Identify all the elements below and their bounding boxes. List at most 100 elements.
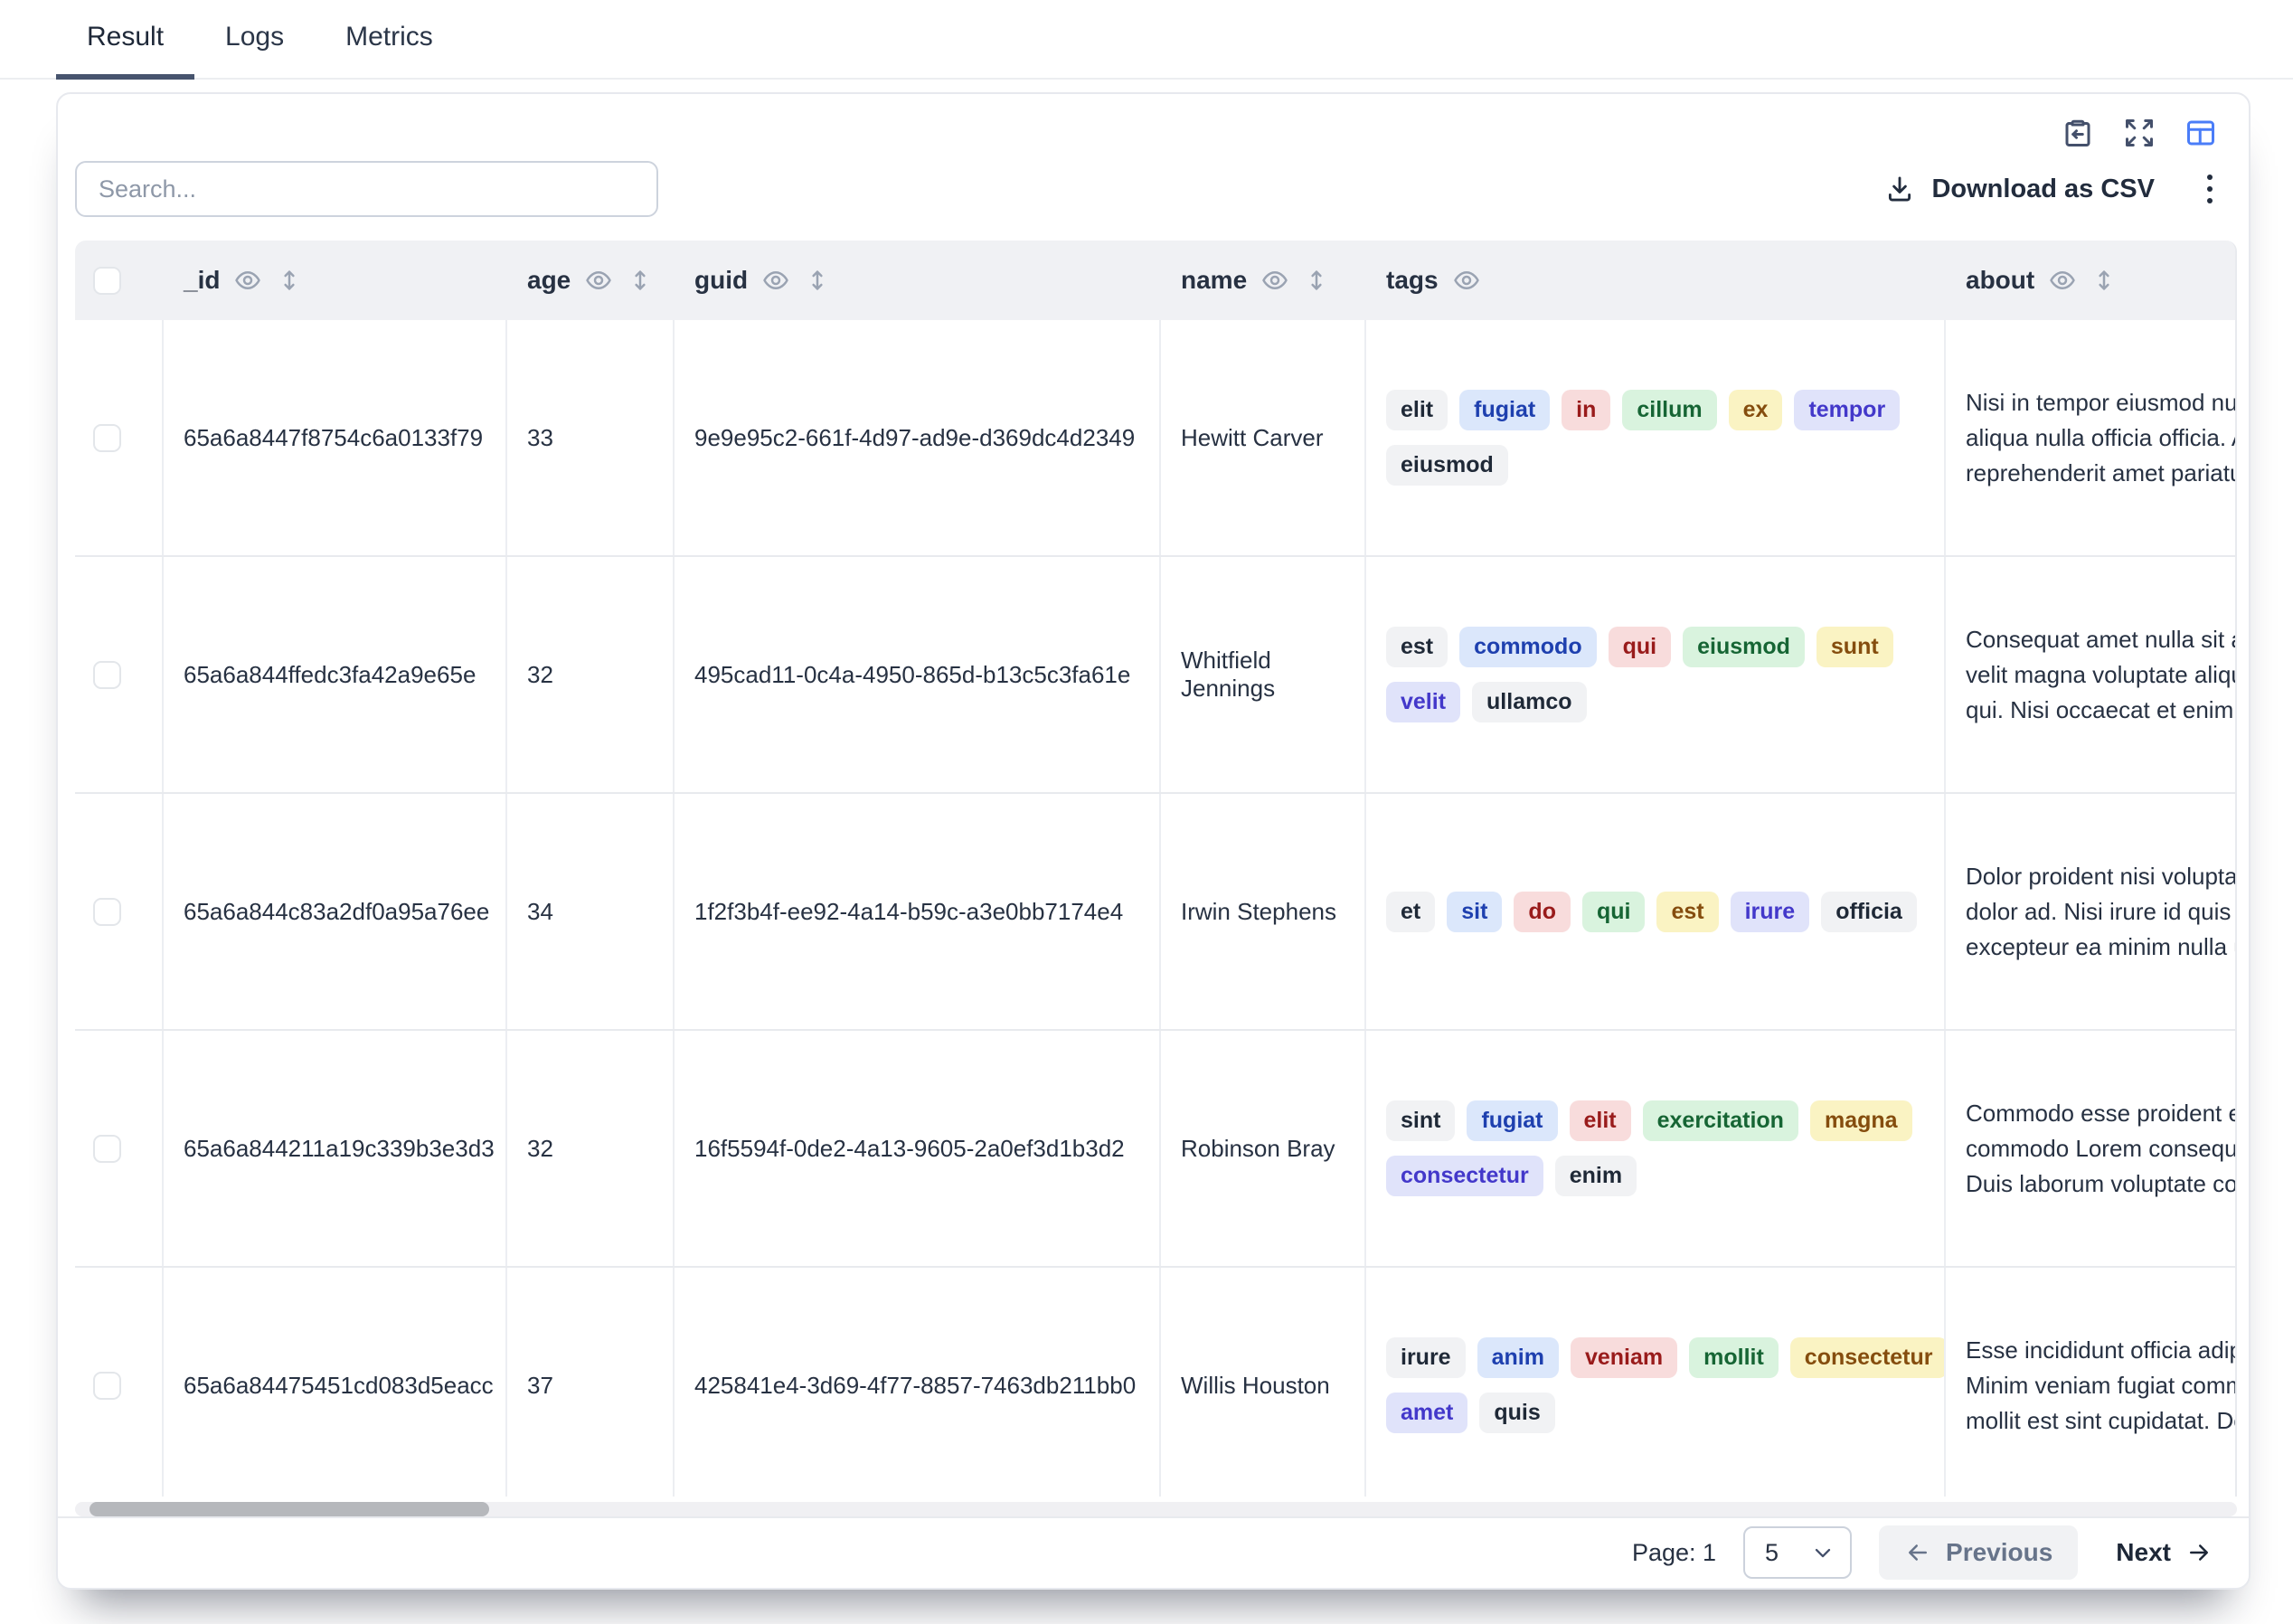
eye-icon[interactable] <box>234 267 261 294</box>
column-label: about <box>1966 266 2035 294</box>
row-select-cell <box>75 1268 164 1497</box>
tag-line: est commodo qui eiusmod sunt <box>1386 627 1893 667</box>
search-input[interactable] <box>75 161 658 217</box>
vertical-dots-icon <box>2207 175 2213 180</box>
cell-about: Consequat amet nulla sit aute velit magna… <box>1946 557 2235 792</box>
table-toolbar: Download as CSV <box>58 150 2249 217</box>
about-text-line: Consequat amet nulla sit aute <box>1966 626 2235 653</box>
eye-icon[interactable] <box>2049 267 2076 294</box>
eye-icon[interactable] <box>1261 267 1288 294</box>
cell-name: Willis Houston <box>1161 1268 1366 1497</box>
table-header-row: _id age guid name tags <box>75 241 2235 320</box>
more-options-button[interactable] <box>2202 169 2218 209</box>
tab-result[interactable]: Result <box>56 0 195 80</box>
tag-pill: fugiat <box>1467 1100 1558 1141</box>
table-row: 65a6a844ffedc3fa42a9e65e 32 495cad11-0c4… <box>75 557 2235 794</box>
eye-icon[interactable] <box>1453 267 1480 294</box>
sort-icon[interactable] <box>1303 267 1330 294</box>
page-size-value: 5 <box>1765 1538 1779 1566</box>
page-size-select[interactable]: 5 <box>1743 1526 1853 1580</box>
download-csv-label: Download as CSV <box>1931 174 2155 203</box>
tag-pill: do <box>1514 891 1571 932</box>
about-text-line: Esse incididunt officia adipi <box>1966 1336 2235 1364</box>
expand-button[interactable] <box>2122 116 2156 150</box>
tag-pill: magna <box>1809 1100 1912 1141</box>
eye-icon[interactable] <box>762 267 789 294</box>
about-text-line: Dolor proident nisi voluptate <box>1966 863 2235 890</box>
clipboard-paste-button[interactable] <box>2061 116 2095 150</box>
column-label: tags <box>1386 266 1439 294</box>
tag-line: amet quis <box>1386 1393 1555 1433</box>
cell-about: Commodo esse proident ex commodo Lorem co… <box>1946 1031 2235 1266</box>
row-checkbox[interactable] <box>93 897 121 926</box>
cell-tags: elit fugiat in cillum ex tempor eiusmod <box>1366 320 1946 555</box>
about-text-line: Minim veniam fugiat commo <box>1966 1372 2235 1399</box>
arrow-left-icon <box>1909 1544 1928 1561</box>
tag-pill: est <box>1656 891 1719 932</box>
column-header-age: age <box>507 266 675 295</box>
about-text-line: Nisi in tempor eiusmod nulla <box>1966 389 2235 416</box>
tag-line: elit fugiat in cillum ex tempor <box>1386 390 1901 430</box>
previous-page-button[interactable]: Previous <box>1879 1525 2079 1581</box>
sort-icon[interactable] <box>276 267 303 294</box>
eye-icon[interactable] <box>585 267 612 294</box>
row-select-cell <box>75 557 164 792</box>
about-text-line: excepteur ea minim nulla ut <box>1966 933 2235 960</box>
cell-guid: 9e9e95c2-661f-4d97-ad9e-d369dc4d2349 <box>675 320 1161 555</box>
cell-tags: sint fugiat elit exercitation magna consectet… <box>1366 1031 1946 1266</box>
cell-name: Whitfield Jennings <box>1161 557 1366 792</box>
tag-pill: ullamco <box>1472 682 1587 722</box>
row-select-cell <box>75 794 164 1029</box>
table-columns-icon <box>2187 120 2214 146</box>
table-view-button[interactable] <box>2184 116 2218 150</box>
tag-pill: qui <box>1581 891 1646 932</box>
about-text-line: dolor ad. Nisi irure id quis ex <box>1966 898 2235 925</box>
row-checkbox[interactable] <box>93 1134 121 1163</box>
cell-guid: 495cad11-0c4a-4950-865d-b13c5c3fa61e <box>675 557 1161 792</box>
tab-logs[interactable]: Logs <box>225 22 285 52</box>
tag-line: consectetur enim <box>1386 1156 1637 1196</box>
cell-name: Hewitt Carver <box>1161 320 1366 555</box>
column-header-about: about <box>1946 266 2235 295</box>
row-checkbox[interactable] <box>93 660 121 689</box>
cell-name: Robinson Bray <box>1161 1031 1366 1266</box>
header-select-all-cell <box>75 266 164 295</box>
cell-guid: 425841e4-3d69-4f77-8857-7463db211bb0 <box>675 1268 1161 1497</box>
tag-pill: velit <box>1386 682 1461 722</box>
tag-pill: eiusmod <box>1386 445 1508 486</box>
tag-pill: tempor <box>1794 390 1901 430</box>
cell-about: Esse incididunt officia adipi Minim venia… <box>1946 1268 2235 1497</box>
select-all-checkbox[interactable] <box>93 266 121 295</box>
tag-pill: qui <box>1608 627 1672 667</box>
about-text-line: qui. Nisi occaecat et enim a <box>1966 696 2235 723</box>
about-text-line: aliqua nulla officia officia. Ad <box>1966 424 2235 451</box>
result-panel: Download as CSV _id age guid <box>56 92 2251 1590</box>
next-page-button[interactable]: Next <box>2105 1538 2223 1567</box>
cell-about: Dolor proident nisi voluptate dolor ad. N… <box>1946 794 2235 1029</box>
sort-icon[interactable] <box>2090 267 2118 294</box>
chevron-down-icon <box>1815 1549 1831 1558</box>
tag-pill: eiusmod <box>1683 627 1805 667</box>
table-body: 65a6a8447f8754c6a0133f79 33 9e9e95c2-661… <box>75 320 2235 1497</box>
column-header-tags: tags <box>1366 266 1946 295</box>
tag-pill: in <box>1562 390 1611 430</box>
row-checkbox[interactable] <box>93 1371 121 1400</box>
tag-pill: quis <box>1479 1393 1555 1433</box>
tag-pill: fugiat <box>1459 390 1551 430</box>
tag-pill: elit <box>1386 390 1448 430</box>
tab-metrics[interactable]: Metrics <box>345 22 433 52</box>
row-checkbox[interactable] <box>93 423 121 452</box>
download-csv-button[interactable]: Download as CSV <box>1884 174 2155 204</box>
tag-pill: exercitation <box>1642 1100 1798 1141</box>
arrow-right-icon <box>2190 1544 2208 1561</box>
expand-icon <box>2126 119 2153 146</box>
sort-icon[interactable] <box>627 267 654 294</box>
column-label: guid <box>694 266 749 294</box>
tab-bar: Result Logs Metrics <box>0 0 2293 80</box>
scrollbar-thumb[interactable] <box>90 1501 489 1516</box>
tag-pill: cillum <box>1622 390 1717 430</box>
column-header-id: _id <box>164 266 507 295</box>
tag-pill: consectetur <box>1386 1156 1543 1196</box>
tag-pill: et <box>1386 891 1436 932</box>
sort-icon[interactable] <box>804 267 831 294</box>
